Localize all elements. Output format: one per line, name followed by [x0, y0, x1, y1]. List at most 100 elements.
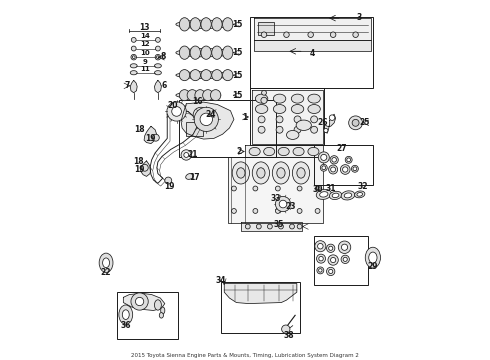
Ellipse shape: [212, 46, 222, 59]
Ellipse shape: [293, 162, 310, 184]
Circle shape: [341, 255, 349, 264]
Text: 2: 2: [236, 147, 242, 156]
Ellipse shape: [187, 90, 197, 101]
Circle shape: [297, 224, 302, 229]
Ellipse shape: [365, 247, 380, 268]
Ellipse shape: [190, 46, 200, 59]
Circle shape: [329, 165, 338, 174]
Ellipse shape: [161, 307, 165, 314]
Ellipse shape: [264, 147, 275, 156]
Ellipse shape: [165, 177, 172, 184]
Text: 11: 11: [141, 66, 150, 72]
Text: 1: 1: [243, 113, 247, 122]
Circle shape: [155, 54, 161, 60]
Ellipse shape: [237, 168, 245, 178]
Circle shape: [330, 32, 336, 37]
Text: 30: 30: [312, 185, 323, 194]
Bar: [258, 22, 274, 35]
Polygon shape: [254, 40, 371, 51]
Ellipse shape: [154, 71, 161, 75]
Ellipse shape: [179, 90, 190, 101]
Ellipse shape: [122, 310, 129, 319]
Polygon shape: [228, 157, 323, 223]
Text: 33: 33: [271, 194, 281, 203]
Ellipse shape: [186, 174, 194, 179]
Circle shape: [200, 113, 213, 126]
Bar: [117, 292, 177, 339]
Circle shape: [275, 186, 280, 191]
Polygon shape: [324, 114, 336, 133]
Ellipse shape: [252, 162, 270, 184]
Circle shape: [343, 257, 347, 261]
Circle shape: [279, 200, 287, 208]
Circle shape: [297, 186, 302, 191]
Ellipse shape: [201, 46, 211, 59]
Circle shape: [131, 54, 137, 60]
Ellipse shape: [308, 147, 319, 156]
Ellipse shape: [210, 90, 221, 101]
Circle shape: [315, 208, 320, 213]
Circle shape: [261, 32, 267, 37]
Text: 23: 23: [286, 202, 296, 211]
Ellipse shape: [195, 90, 205, 101]
Circle shape: [342, 244, 347, 250]
Text: 15: 15: [232, 71, 243, 80]
Ellipse shape: [319, 192, 328, 197]
Text: 3: 3: [356, 13, 362, 22]
Bar: [250, 88, 324, 145]
Circle shape: [294, 116, 301, 123]
Text: 12: 12: [141, 41, 150, 48]
Circle shape: [321, 154, 327, 161]
Circle shape: [297, 208, 302, 213]
Circle shape: [317, 267, 324, 274]
Circle shape: [194, 107, 219, 131]
Circle shape: [322, 166, 326, 170]
Circle shape: [318, 152, 329, 163]
Ellipse shape: [179, 18, 190, 31]
Ellipse shape: [159, 312, 164, 318]
Ellipse shape: [357, 193, 363, 196]
Circle shape: [155, 46, 160, 51]
Circle shape: [331, 257, 336, 263]
Text: 34: 34: [216, 276, 226, 285]
Circle shape: [245, 224, 250, 229]
Circle shape: [353, 32, 358, 37]
Circle shape: [347, 158, 350, 162]
Circle shape: [328, 255, 338, 265]
Bar: [179, 100, 276, 157]
Circle shape: [311, 126, 318, 133]
Ellipse shape: [297, 168, 305, 178]
Polygon shape: [252, 90, 323, 144]
Ellipse shape: [119, 305, 133, 324]
Text: 14: 14: [141, 33, 150, 39]
Circle shape: [167, 102, 186, 121]
Circle shape: [131, 37, 136, 42]
Text: 4: 4: [310, 49, 315, 58]
Ellipse shape: [278, 147, 289, 156]
Circle shape: [349, 116, 363, 130]
Circle shape: [231, 186, 236, 191]
Circle shape: [311, 116, 318, 123]
Circle shape: [276, 116, 283, 123]
Ellipse shape: [179, 46, 190, 59]
Circle shape: [275, 208, 280, 213]
Circle shape: [329, 269, 333, 274]
Circle shape: [193, 107, 208, 122]
Circle shape: [155, 37, 160, 42]
Ellipse shape: [257, 168, 265, 178]
Ellipse shape: [102, 258, 110, 267]
Circle shape: [329, 246, 333, 250]
Text: 15: 15: [232, 20, 243, 29]
Circle shape: [331, 167, 336, 172]
Circle shape: [294, 126, 301, 133]
Circle shape: [131, 293, 148, 310]
Bar: [250, 17, 373, 88]
Ellipse shape: [203, 90, 213, 101]
Polygon shape: [224, 284, 297, 303]
Circle shape: [329, 115, 335, 120]
Ellipse shape: [154, 300, 161, 310]
Circle shape: [351, 165, 358, 172]
Text: 36: 36: [121, 320, 131, 329]
Ellipse shape: [277, 168, 285, 178]
Text: 19: 19: [134, 165, 145, 174]
